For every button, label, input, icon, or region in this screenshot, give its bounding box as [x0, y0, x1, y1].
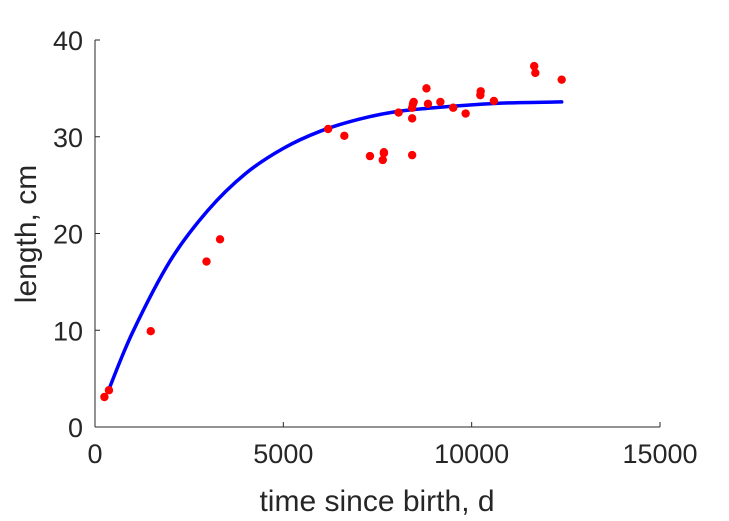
y-tick-label: 0: [68, 413, 83, 443]
data-point: [529, 61, 539, 71]
y-axis-label: length, cm: [10, 165, 43, 303]
data-point: [449, 103, 458, 112]
data-point: [407, 114, 417, 123]
data-point: [409, 97, 418, 107]
data-point: [422, 84, 431, 93]
data-point: [146, 327, 155, 336]
y-tick-label: 20: [53, 220, 83, 250]
data-points: [100, 61, 566, 402]
data-point: [394, 108, 403, 117]
y-ticks: 0 10 20 30 40: [53, 26, 100, 443]
data-point: [557, 75, 566, 84]
data-point: [531, 68, 540, 78]
y-tick-label: 40: [53, 26, 83, 56]
data-point: [340, 131, 349, 140]
data-point: [104, 386, 114, 395]
data-point: [423, 99, 433, 109]
data-point: [436, 97, 445, 107]
data-point: [379, 148, 389, 157]
data-point: [407, 150, 417, 160]
x-ticks: 0 5000 10000 15000: [87, 422, 698, 469]
fit-curve: [107, 100, 564, 392]
data-point: [323, 124, 333, 134]
data-point: [202, 257, 211, 266]
y-tick-label: 30: [53, 123, 83, 153]
data-point: [378, 155, 387, 165]
data-point: [461, 109, 470, 118]
x-axis-label: time since birth, d: [259, 485, 494, 518]
y-tick-label: 10: [53, 316, 83, 346]
data-point: [215, 235, 225, 244]
axes: [94, 40, 660, 428]
data-point: [100, 392, 109, 402]
x-tick-label: 0: [87, 439, 102, 469]
x-tick-label: 10000: [434, 439, 509, 469]
x-tick-label: 5000: [253, 439, 313, 469]
data-point: [365, 151, 375, 161]
data-point: [489, 96, 499, 106]
data-point: [476, 87, 485, 96]
x-tick-label: 15000: [622, 439, 697, 469]
